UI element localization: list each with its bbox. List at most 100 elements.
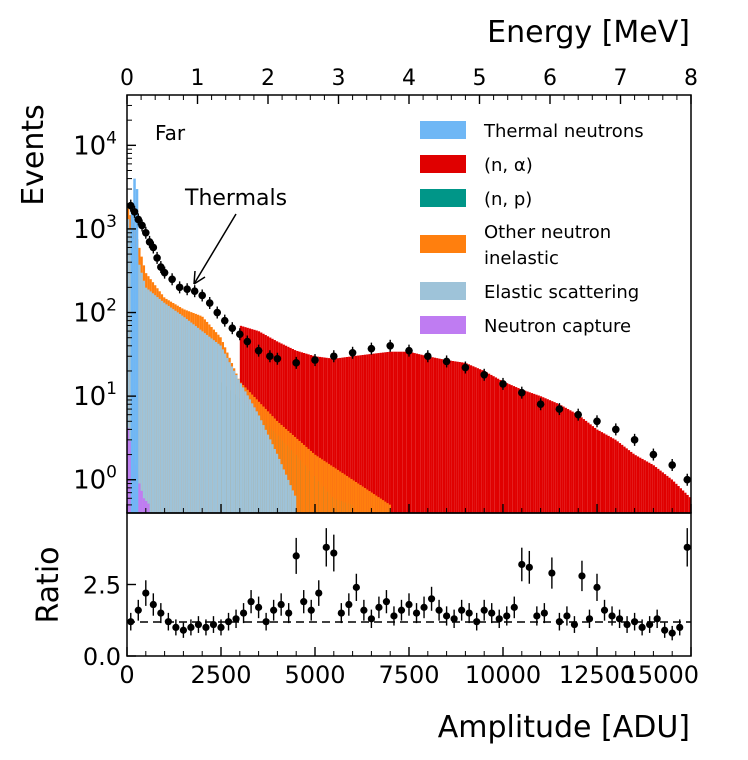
bar (386, 352, 389, 513)
ratio-point (676, 623, 684, 632)
bar (149, 291, 152, 513)
bar (244, 391, 247, 513)
bar (156, 297, 159, 513)
data-point (273, 354, 282, 363)
bar (515, 387, 518, 513)
data-point (205, 299, 214, 307)
ratio-point (458, 606, 466, 614)
top-tick-label: 4 (402, 66, 416, 91)
data-point (649, 450, 658, 459)
bar (230, 366, 234, 513)
bar (278, 458, 281, 513)
data-point (424, 352, 432, 361)
bar (485, 372, 488, 513)
data-point (292, 359, 301, 367)
ratio-point (480, 606, 488, 614)
bar (675, 483, 678, 513)
bar (390, 351, 394, 513)
bar (214, 341, 218, 513)
bar (316, 456, 319, 513)
data-point (574, 410, 582, 419)
bar (302, 353, 306, 513)
ratio-point (164, 618, 172, 626)
top-tick-label: 1 (191, 66, 205, 91)
bar (393, 351, 396, 513)
bar (293, 350, 297, 513)
data-point (668, 461, 676, 469)
ratio-point (503, 612, 511, 620)
ratio-point (157, 609, 165, 617)
data-point (168, 275, 176, 284)
bar (379, 352, 382, 513)
bar (535, 394, 538, 513)
data-point (236, 330, 244, 339)
data-point (311, 356, 319, 364)
bar (616, 441, 619, 513)
bar (194, 326, 197, 513)
bar (138, 264, 141, 513)
bar (169, 307, 173, 513)
bar (663, 474, 667, 513)
bar (591, 426, 594, 513)
bar (409, 351, 412, 513)
bar (442, 359, 446, 513)
bar (427, 356, 430, 513)
bar (348, 356, 351, 513)
bar (289, 347, 292, 513)
bar (275, 453, 279, 513)
data-point (157, 263, 165, 271)
y-tick-label: 100 (73, 463, 117, 496)
bar (343, 474, 346, 513)
bar (546, 399, 549, 513)
bar (519, 389, 522, 513)
bar (632, 453, 635, 513)
ratio-point (232, 615, 240, 623)
bar (282, 469, 285, 513)
main-histogram-bars (127, 178, 691, 514)
bar (483, 371, 486, 513)
bar (580, 417, 583, 513)
bar (287, 479, 290, 513)
bar (255, 411, 258, 513)
bar (352, 356, 355, 513)
ratio-point (262, 618, 270, 626)
bar (512, 386, 516, 513)
ratio-point (134, 606, 142, 614)
bar (607, 435, 610, 513)
data-point (593, 417, 601, 426)
legend-entry-thermal-neutrons: Thermal neutrons (420, 121, 644, 142)
bar (476, 368, 479, 513)
bar (330, 358, 333, 513)
bar (196, 327, 200, 513)
x-tick-label: 10000 (465, 661, 541, 689)
bar (291, 490, 294, 513)
bar (623, 446, 626, 513)
bar (584, 420, 588, 513)
bar (217, 343, 220, 513)
bar (212, 340, 215, 513)
bar (555, 403, 558, 513)
bar (291, 349, 294, 513)
ratio-point (217, 623, 225, 632)
bottom-x-axis-label: Amplitude [ADU] (438, 710, 690, 745)
bar (503, 382, 507, 513)
ratio-point (337, 609, 345, 617)
ratio-point (533, 612, 541, 620)
bar (688, 497, 691, 513)
bar (636, 456, 640, 513)
bar (381, 352, 385, 513)
legend-label-line2: inelastic (484, 248, 559, 269)
ratio-point (427, 595, 436, 603)
bar (399, 351, 403, 513)
bar (553, 402, 556, 513)
ratio-point (646, 620, 654, 629)
data-point (138, 221, 146, 230)
bar (521, 389, 525, 513)
bar (187, 320, 191, 513)
ratio-point (330, 549, 338, 557)
bar (499, 379, 502, 513)
data-point (367, 344, 376, 353)
bar (578, 415, 581, 513)
x-tick-label: 5000 (284, 661, 345, 689)
bar (524, 390, 527, 513)
